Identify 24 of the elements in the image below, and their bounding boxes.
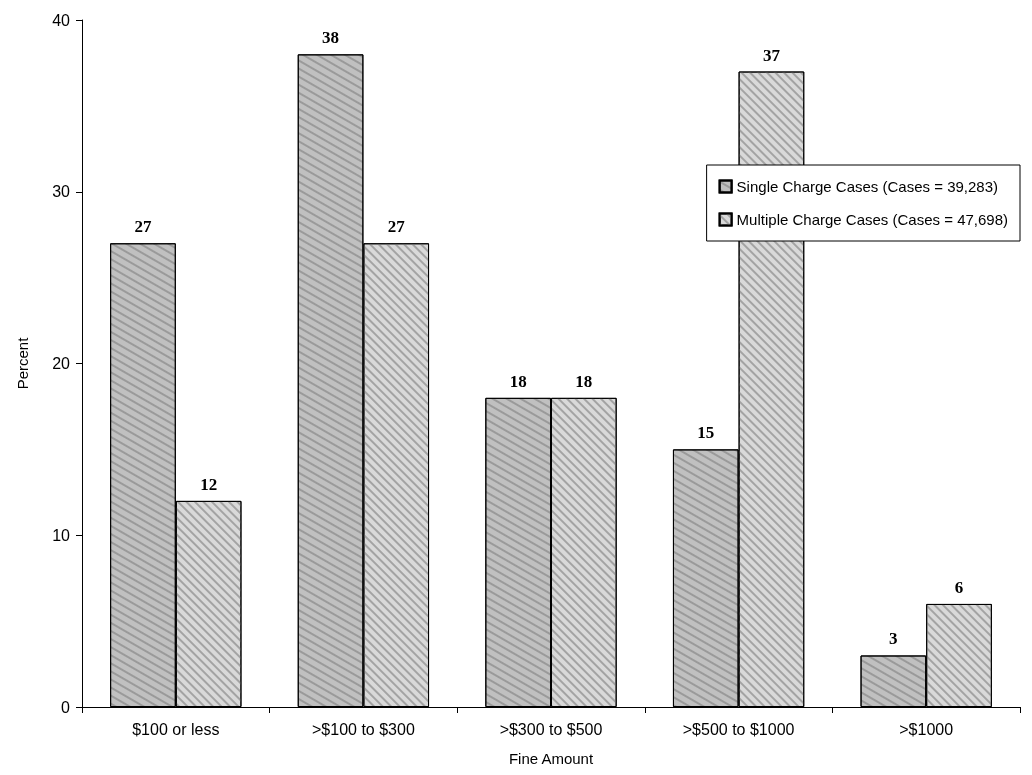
x-tick-label: >$1000 [899,720,954,738]
x-tick-label: >$500 to $1000 [682,720,795,738]
x-tick-label: >$100 to $300 [312,720,415,738]
legend-label: Multiple Charge Cases (Cases = 47,698) [736,211,1009,228]
x-tick-label: >$300 to $500 [499,720,603,738]
y-tick-label: 30 [52,183,71,201]
data-label: 38 [322,28,340,48]
data-label: 15 [697,423,715,443]
legend-label: Single Charge Cases (Cases = 39,283) [736,178,999,195]
data-label: 37 [762,45,781,65]
data-label: 3 [889,629,898,649]
data-label: 6 [954,577,964,597]
data-label: 18 [575,371,593,391]
y-tick-label: 40 [52,11,71,29]
x-tick-label: $100 or less [132,720,220,738]
data-label: 12 [200,474,218,494]
data-label: 27 [387,217,406,237]
data-label: 18 [509,371,527,391]
y-tick-label: 20 [52,355,71,372]
y-tick-label: 0 [61,698,71,716]
x-axis-title: Fine Amount [508,750,594,767]
y-axis-title: Percent [14,336,31,390]
data-label: 27 [134,217,152,237]
y-tick-label: 10 [52,526,71,544]
